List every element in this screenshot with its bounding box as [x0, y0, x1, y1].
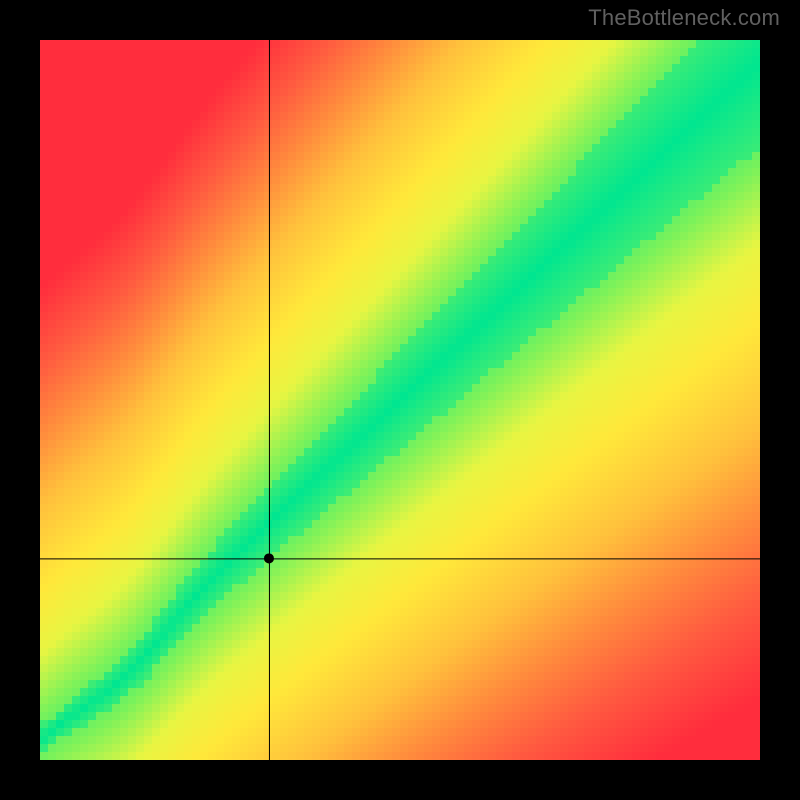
heatmap-canvas [40, 40, 760, 760]
chart-container: TheBottleneck.com [0, 0, 800, 800]
heatmap-plot [40, 40, 760, 760]
watermark-text: TheBottleneck.com [588, 5, 780, 31]
